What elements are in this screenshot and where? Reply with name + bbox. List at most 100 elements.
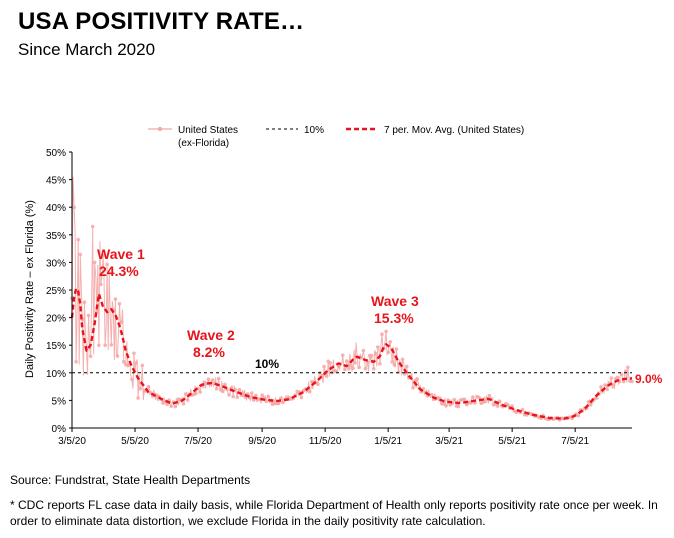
daily-point (307, 390, 312, 394)
daily-point (340, 353, 345, 358)
daily-point (210, 378, 215, 382)
daily-point (376, 345, 380, 349)
daily-point (390, 360, 395, 364)
daily-point (107, 271, 111, 275)
chart-legend: United States (ex-Florida) 10% 7 per. Mo… (148, 125, 524, 149)
daily-point (452, 397, 457, 402)
daily-point (115, 354, 120, 358)
x-tick-label: 11/5/20 (309, 436, 342, 447)
daily-point (82, 300, 87, 305)
daily-point (76, 237, 80, 242)
x-tick-label: 5/5/21 (498, 436, 526, 447)
legend-reference-label: 10% (304, 125, 324, 136)
daily-point (276, 401, 281, 406)
daily-point (198, 390, 202, 394)
daily-point (254, 393, 258, 398)
daily-point (206, 377, 211, 382)
x-tick-label: 3/5/21 (435, 436, 463, 447)
daily-point (99, 282, 103, 287)
daily-point (324, 374, 329, 378)
daily-point (223, 382, 227, 387)
daily-point (444, 404, 448, 408)
legend-daily-label: United States (178, 125, 238, 136)
daily-point (90, 224, 95, 229)
daily-point (599, 385, 603, 389)
daily-point (384, 329, 388, 334)
daily-point (619, 372, 624, 377)
daily-point (214, 386, 219, 391)
annotation-latest-value: 9.0% (635, 372, 663, 386)
daily-point (183, 392, 188, 396)
daily-point (456, 404, 461, 409)
daily-point (386, 350, 391, 355)
y-tick-label: 5% (52, 396, 67, 407)
daily-point (117, 302, 122, 306)
daily-point (146, 384, 151, 389)
page-title: USA POSITIVITY RATE… (18, 8, 305, 35)
daily-point (181, 401, 186, 406)
daily-point (92, 260, 97, 265)
daily-point (113, 297, 118, 301)
daily-series-line (71, 176, 633, 421)
daily-point (429, 392, 434, 397)
daily-point (281, 400, 285, 405)
daily-point (495, 404, 500, 408)
annotation-wave3-value: 15.3% (374, 310, 414, 326)
daily-point (173, 404, 178, 409)
daily-point (237, 387, 242, 392)
legend-daily-label-2: (ex-Florida) (178, 138, 229, 149)
daily-point (136, 396, 140, 400)
daily-point (506, 403, 510, 407)
daily-point (78, 252, 83, 257)
daily-point (588, 403, 593, 407)
annotation-reference-label: 10% (255, 357, 279, 371)
daily-point (121, 360, 126, 364)
daily-point (353, 361, 357, 365)
daily-point (471, 395, 475, 399)
daily-point (227, 393, 231, 397)
annotation-wave1-title: Wave 1 (97, 246, 145, 262)
page-subtitle: Since March 2020 (18, 40, 156, 59)
daily-point (361, 348, 366, 353)
daily-point (487, 393, 492, 398)
x-tick-label: 1/5/21 (374, 436, 402, 447)
daily-point (369, 353, 374, 358)
footnote: * CDC reports FL case data in daily basi… (10, 498, 658, 528)
daily-point (132, 351, 136, 356)
daily-point (405, 364, 409, 369)
legend-mavg-label: 7 per. Mov. Avg. (United States) (384, 125, 524, 136)
daily-point (231, 394, 235, 399)
daily-point (109, 343, 114, 347)
y-tick-label: 35% (46, 231, 66, 242)
daily-point (371, 367, 376, 371)
daily-point (185, 398, 190, 402)
daily-point (343, 367, 347, 372)
daily-point (609, 376, 614, 380)
daily-point (264, 399, 269, 404)
daily-point (316, 382, 320, 387)
daily-point (140, 363, 145, 368)
daily-point (101, 253, 105, 258)
daily-point (235, 395, 240, 400)
daily-point (357, 365, 362, 370)
daily-point (624, 369, 628, 373)
y-axis-title: Daily Positivity Rate – ex Florida (%) (24, 200, 36, 378)
daily-point (394, 347, 399, 351)
y-tick-label: 45% (46, 176, 66, 187)
daily-point (322, 364, 326, 369)
daily-point (216, 376, 221, 381)
daily-point (477, 395, 481, 400)
legend-daily-marker (157, 126, 163, 132)
daily-point (169, 404, 173, 409)
daily-point (380, 332, 384, 337)
moving-average-line (70, 287, 633, 420)
daily-point (363, 367, 368, 371)
daily-point (88, 354, 93, 359)
daily-point (266, 394, 271, 399)
daily-point (396, 370, 401, 374)
daily-point (299, 395, 304, 400)
daily-point (103, 343, 107, 348)
y-tick-label: 30% (46, 258, 66, 269)
positivity-chart: United States (ex-Florida) 10% 7 per. Mo… (24, 125, 663, 447)
daily-point (250, 391, 254, 395)
